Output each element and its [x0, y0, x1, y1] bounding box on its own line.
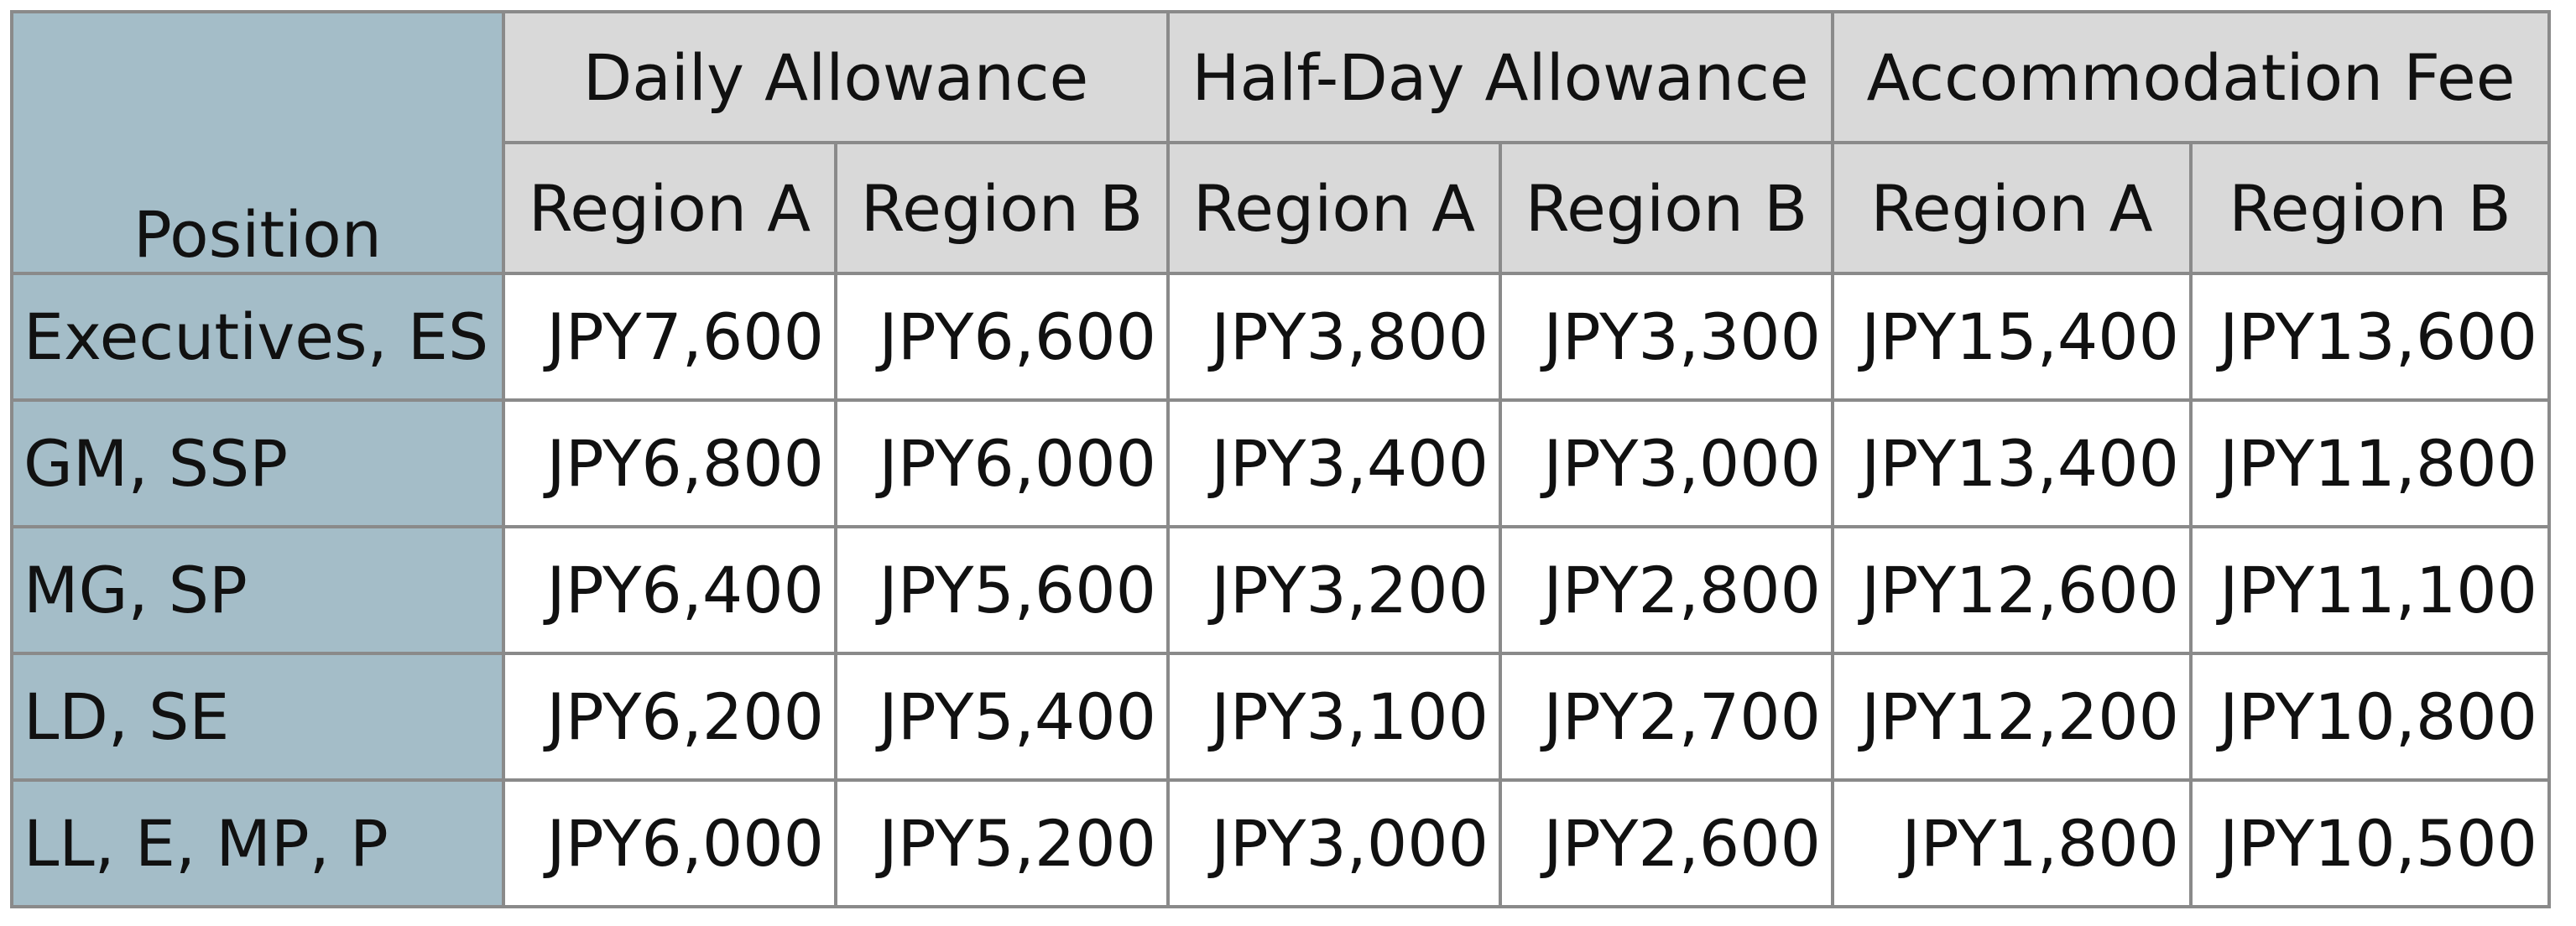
value-cell: JPY5,600	[834, 525, 1170, 655]
value-cell: JPY3,000	[1499, 398, 1834, 528]
group-header-daily-allowance: Daily Allowance	[502, 10, 1170, 144]
table-header: Position Daily Allowance Half-Day Allowa…	[10, 10, 2552, 275]
value-cell: JPY5,400	[834, 652, 1170, 782]
value-cell: JPY15,400	[1831, 272, 2193, 402]
value-cell: JPY3,400	[1166, 398, 1502, 528]
value-cell: JPY13,600	[2188, 272, 2552, 402]
value-cell: JPY6,600	[834, 272, 1170, 402]
value-cell: JPY10,500	[2188, 778, 2552, 908]
value-cell: JPY3,800	[1166, 272, 1502, 402]
value-cell: JPY10,800	[2188, 652, 2552, 782]
region-header: Region A	[1166, 141, 1502, 275]
value-cell: JPY3,100	[1166, 652, 1502, 782]
region-header: Region B	[1499, 141, 1834, 275]
position-cell: LL, E, MP, P	[10, 778, 505, 908]
region-header: Region A	[502, 141, 837, 275]
position-cell: Executives, ES	[10, 272, 505, 402]
value-cell: JPY11,100	[2188, 525, 2552, 655]
group-header-accommodation-fee: Accommodation Fee	[1830, 10, 2552, 144]
value-cell: JPY13,400	[1831, 398, 2193, 528]
position-cell: MG, SP	[10, 525, 505, 655]
value-cell: JPY5,200	[834, 778, 1170, 908]
value-cell: JPY3,000	[1166, 778, 1502, 908]
value-cell: JPY6,400	[502, 525, 837, 655]
region-header: Region B	[834, 141, 1170, 275]
value-cell: JPY11,800	[2188, 398, 2552, 528]
value-cell: JPY7,600	[502, 272, 837, 402]
header-row-regions: Region A Region B Region A Region B Regi…	[12, 141, 2552, 275]
value-cell: JPY6,800	[502, 398, 837, 528]
value-cell: JPY3,300	[1499, 272, 1834, 402]
value-cell: JPY2,600	[1499, 778, 1834, 908]
value-cell: JPY6,000	[834, 398, 1170, 528]
value-cell: JPY12,600	[1831, 525, 2193, 655]
table-row: Executives, ES JPY7,600 JPY6,600 JPY3,80…	[10, 272, 2552, 402]
group-header-half-day-allowance: Half-Day Allowance	[1166, 10, 1834, 144]
allowance-table: Position Daily Allowance Half-Day Allowa…	[10, 10, 2552, 908]
table-row: LL, E, MP, P JPY6,000 JPY5,200 JPY3,000 …	[10, 778, 2552, 908]
value-cell: JPY2,700	[1499, 652, 1834, 782]
table-body: Executives, ES JPY7,600 JPY6,600 JPY3,80…	[10, 272, 2552, 908]
table-row: GM, SSP JPY6,800 JPY6,000 JPY3,400 JPY3,…	[10, 398, 2552, 528]
value-cell: JPY6,200	[502, 652, 837, 782]
header-row-groups: Position Daily Allowance Half-Day Allowa…	[10, 10, 2552, 275]
position-cell: LD, SE	[10, 652, 505, 782]
position-header: Position	[10, 10, 505, 275]
table-row: LD, SE JPY6,200 JPY5,400 JPY3,100 JPY2,7…	[10, 652, 2552, 782]
value-cell: JPY3,200	[1166, 525, 1502, 655]
region-header: Region A	[1831, 141, 2193, 275]
value-cell: JPY12,200	[1831, 652, 2193, 782]
region-header: Region B	[2188, 141, 2552, 275]
value-cell: JPY2,800	[1499, 525, 1834, 655]
value-cell: JPY1,800	[1831, 778, 2193, 908]
value-cell: JPY6,000	[502, 778, 837, 908]
table-row: MG, SP JPY6,400 JPY5,600 JPY3,200 JPY2,8…	[10, 525, 2552, 655]
position-cell: GM, SSP	[10, 398, 505, 528]
